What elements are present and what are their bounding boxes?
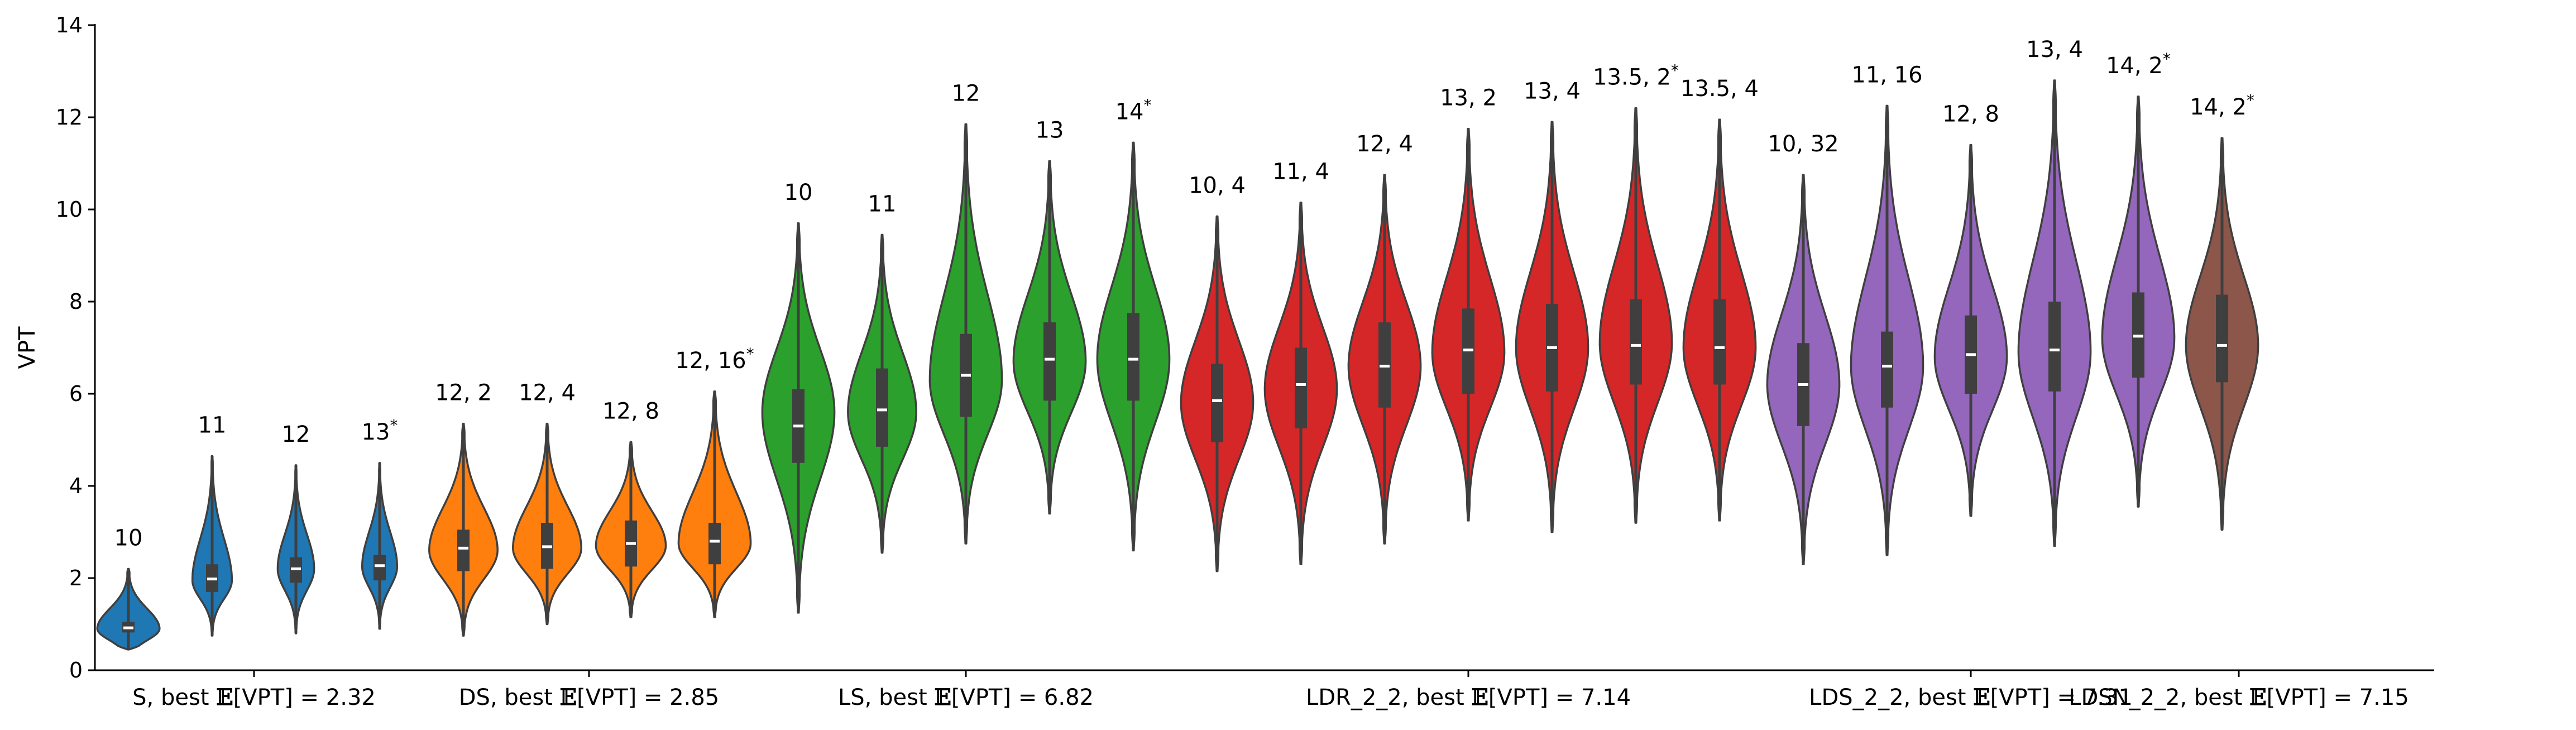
x-group-label: DS, best 𝔼[VPT] = 2.85 [459,684,720,710]
violin-iqr-box [708,523,721,565]
violin-ldr-5: 13, 4 [1515,78,1589,533]
violin-ds-3: 12, 8 [595,399,667,618]
violin-ls-4: 13 [1012,117,1087,515]
violin-label: 11, 16 [1851,62,1922,88]
violin-iqr-box [2216,294,2228,383]
violin-lds-3: 12, 8 [1933,102,2008,517]
violin-ls-5: 14* [1096,96,1171,552]
violin-ds-4: 12, 16* [675,345,754,618]
violin-label: 14, 2* [2190,91,2254,120]
violin-ds-1: 12, 2 [428,380,499,637]
violin-label: 13 [1036,117,1064,143]
violin-ldr-3: 12, 4 [1347,131,1422,545]
violin-label: 10 [784,180,813,206]
violin-label: 13, 2 [1440,85,1497,111]
x-group-label: LDR_2_2, best 𝔼[VPT] = 7.14 [1306,684,1631,710]
violin-lds-5: 14, 2* [2101,50,2176,508]
violin-iqr-box [1881,331,1893,408]
y-tick-label: 14 [56,13,83,37]
violin-iqr-box [1043,322,1056,401]
violins-layer: 10 11 12 13* 12, 2 12, 4 12, 8 12, 16* 10 11 12 13 1… [96,37,2259,651]
violin-label: 12 [952,80,980,106]
violin-ds-2: 12, 4 [512,380,582,626]
violin-iqr-box [876,368,888,447]
violin-ldr-7: 13.5, 4 [1680,76,1759,522]
violin-label: 11 [868,191,897,217]
violin-label: 13.5, 4 [1680,76,1759,102]
violin-iqr-box [1713,299,1726,385]
y-tick-label: 4 [69,474,83,498]
violin-label: 12 [282,422,310,447]
violin-label: 11 [198,412,227,438]
violin-iqr-box [374,555,386,581]
violin-ls-2: 11 [847,191,917,554]
violin-ldr-2: 11, 4 [1263,159,1338,566]
y-tick-label: 10 [56,197,83,222]
x-group-label: S, best 𝔼[VPT] = 2.32 [132,684,376,710]
x-axis: S, best 𝔼[VPT] = 2.32 DS, best 𝔼[VPT] = 2… [95,669,2434,710]
violin-ldr-6: 13.5, 2* [1593,61,1679,524]
violin-s-2: 11 [191,412,233,637]
violin-iqr-box [1630,299,1642,385]
violin-lds-4: 13, 4 [2017,37,2092,547]
violin-s-4: 13* [361,416,399,630]
violin-label: 12, 4 [1356,131,1413,157]
violin-iqr-box [1127,313,1139,401]
y-axis-title: VPT [15,326,40,369]
violin-iqr-box [2048,302,2061,392]
violin-label: 12, 8 [1942,102,1999,127]
violin-iqr-box [457,529,470,571]
violin-label: 10 [114,526,143,551]
violin-lds-2: 11, 16 [1850,62,1924,556]
violin-label: 11, 4 [1272,159,1329,185]
violin-label: 13.5, 2* [1593,61,1679,90]
y-tick-label: 12 [56,105,83,130]
violin-ldr-4: 13, 2 [1431,85,1506,522]
violin-label: 12, 8 [602,399,659,424]
violin-s-1: 10 [96,526,161,651]
violin-label: 10, 4 [1189,173,1246,198]
violin-label: 13* [362,416,398,445]
violin-label: 12, 16* [675,345,754,374]
violin-label: 12, 4 [519,380,576,406]
y-tick-label: 6 [69,381,83,406]
y-tick-label: 8 [69,289,83,314]
y-tick-label: 2 [69,566,83,590]
violin-iqr-box [1211,364,1223,442]
violin-lds-1: 10, 32 [1766,131,1841,566]
x-group-label: LDSN_2_2, best 𝔼[VPT] = 7.15 [2069,684,2409,710]
violin-ldsn-1: 14, 2* [2185,91,2259,531]
violin-ldr-1: 10, 4 [1180,173,1255,572]
violin-label: 12, 2 [435,380,492,406]
violin-label: 13, 4 [2026,37,2083,63]
x-group-label: LS, best 𝔼[VPT] = 6.82 [838,684,1094,710]
y-axis: 0 2 4 6 8 10 12 14 [56,13,96,683]
violin-s-3: 12 [276,422,315,634]
x-group-label: LDS_2_2, best 𝔼[VPT] = 7.31 [1809,684,2133,710]
violin-label: 10, 32 [1768,131,1838,157]
violin-ls-3: 12 [928,80,1003,545]
violin-label: 13, 4 [1524,78,1581,104]
violin-label: 14, 2* [2106,50,2171,79]
y-tick-label: 0 [69,658,83,683]
violin-iqr-box [1295,347,1307,428]
violin-label: 14* [1115,96,1152,125]
violin-ls-1: 10 [761,180,836,614]
